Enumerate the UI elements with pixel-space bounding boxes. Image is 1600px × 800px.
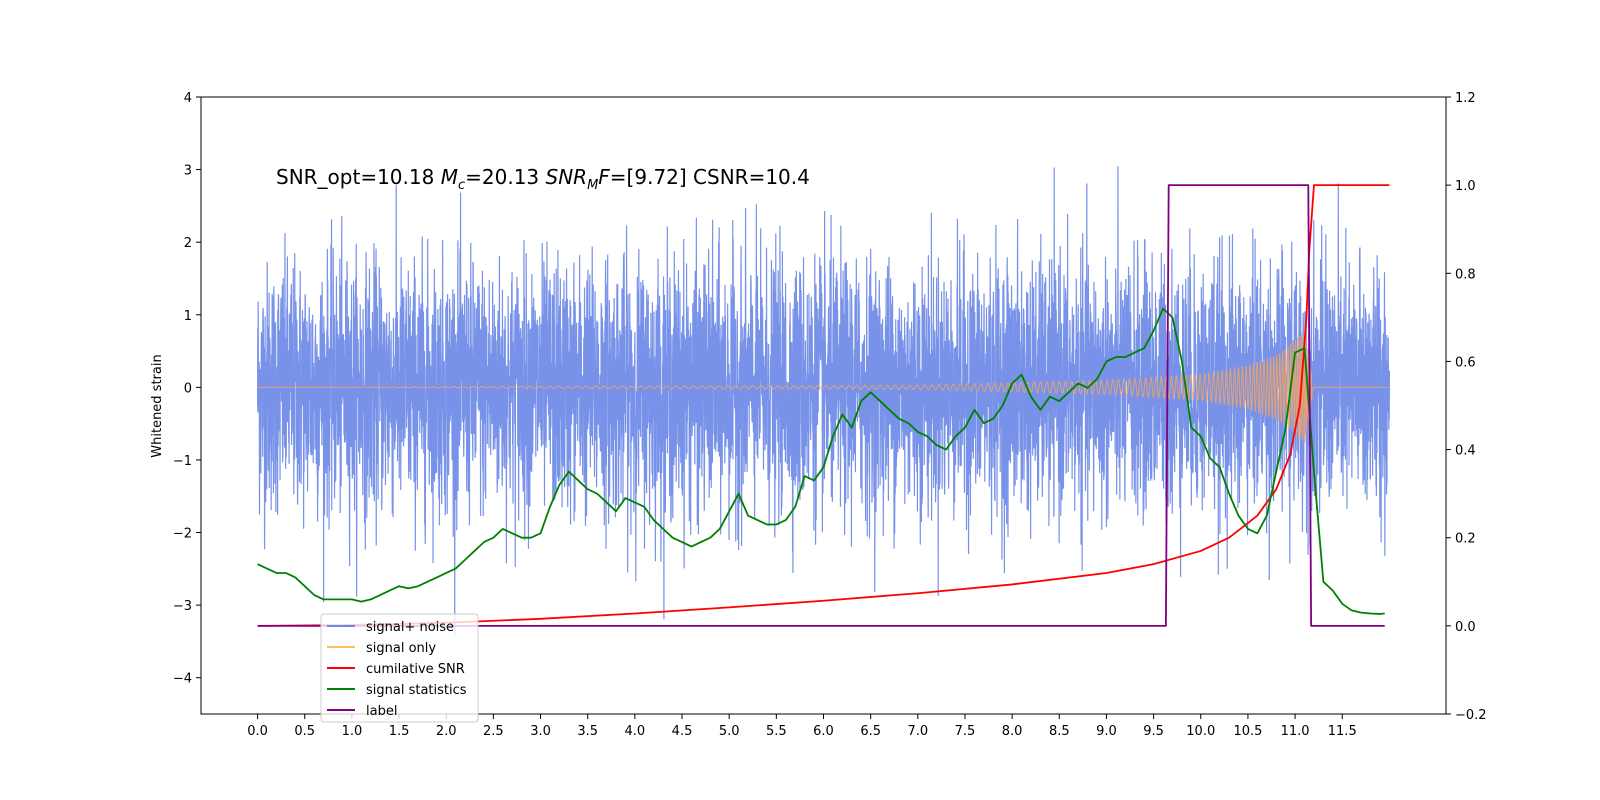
y-left-tick-label-4: 0 xyxy=(184,381,192,396)
y-left-tick-label-5: −1 xyxy=(173,454,192,469)
y-left-tick-label-8: −4 xyxy=(173,672,192,687)
legend-box xyxy=(320,613,479,723)
x-axis: 0.0 0.5 1.0 1.5 2.0 2.5 3.0 3.5 4.0 4.5 5.0 5.5 6.0 6… xyxy=(247,714,1357,739)
y-left-tick-label-6: −2 xyxy=(173,527,192,542)
x-tick-label-5: 2.5 xyxy=(483,724,504,739)
series-cumulative-snr xyxy=(257,184,1390,627)
series-layer xyxy=(256,166,1391,636)
annotation-snrmf-value: =[9.72] CSNR=10.4 xyxy=(610,165,810,189)
x-tick-label-13: 6.5 xyxy=(860,724,881,739)
y-right-tick-label-7: −0.2 xyxy=(1455,708,1487,723)
x-tick-label-0: 0.0 xyxy=(247,724,268,739)
x-tick-label-20: 10.0 xyxy=(1186,724,1215,739)
annotation-snrmf-sub: M xyxy=(587,178,598,193)
series-signal-plus-noise xyxy=(256,166,1391,636)
x-tick-label-17: 8.5 xyxy=(1049,724,1070,739)
y-axis-left: 4 3 2 1 0 −1 −2 −3 −4 xyxy=(173,91,201,687)
x-tick-label-22: 11.0 xyxy=(1281,724,1310,739)
y-left-tick-label-3: 1 xyxy=(184,309,192,324)
annotation-mc-symbol: M xyxy=(441,165,458,189)
legend-label-2: cumilative SNR xyxy=(366,662,465,677)
x-tick-label-9: 4.5 xyxy=(672,724,693,739)
x-tick-label-23: 11.5 xyxy=(1328,724,1357,739)
legend-label-3: signal statistics xyxy=(366,683,467,698)
x-tick-label-11: 5.5 xyxy=(766,724,787,739)
y-right-tick-label-0: 1.2 xyxy=(1455,91,1476,106)
y-right-tick-label-5: 0.2 xyxy=(1455,532,1476,547)
y-right-tick-label-6: 0.0 xyxy=(1455,620,1476,635)
y-right-tick-label-2: 0.8 xyxy=(1455,267,1476,282)
y-left-tick-label-0: 4 xyxy=(184,91,192,106)
x-tick-label-8: 4.0 xyxy=(625,724,646,739)
snr-annotation: SNR_opt=10.18 Mc=20.13 SNRMF=[9.72] CSNR… xyxy=(276,165,810,193)
y-right-tick-label-4: 0.4 xyxy=(1455,444,1476,459)
y-axis-right: 1.2 1.0 0.8 0.6 0.4 0.2 0.0 −0.2 xyxy=(1446,91,1487,723)
y-left-tick-label-2: 2 xyxy=(184,236,192,251)
series-signal-statistics xyxy=(257,307,1385,615)
legend-label-1: signal only xyxy=(366,641,436,656)
y-left-tick-label-1: 3 xyxy=(184,164,192,179)
x-tick-label-1: 0.5 xyxy=(294,724,315,739)
legend-label-4: label xyxy=(366,704,397,719)
legend-label-0: signal+ noise xyxy=(366,620,454,635)
x-tick-label-14: 7.0 xyxy=(907,724,928,739)
annotation-mc-sub: c xyxy=(458,178,465,193)
annotation-mc-value: =20.13 xyxy=(465,165,545,189)
y-right-tick-label-3: 0.6 xyxy=(1455,355,1476,370)
x-tick-label-16: 8.0 xyxy=(1002,724,1023,739)
annotation-snrmf-symbol: SNR xyxy=(546,165,588,189)
series-label xyxy=(257,184,1385,627)
x-tick-label-6: 3.0 xyxy=(530,724,551,739)
legend: signal+ noise signal only cumilative SNR si… xyxy=(320,613,479,723)
x-tick-label-15: 7.5 xyxy=(955,724,976,739)
x-tick-label-10: 5.0 xyxy=(719,724,740,739)
series-signal-only xyxy=(257,332,1390,443)
x-tick-label-4: 2.0 xyxy=(436,724,457,739)
annotation-snr-opt: SNR_opt=10.18 xyxy=(276,165,441,189)
y-right-tick-label-1: 1.0 xyxy=(1455,179,1476,194)
y-axis-label: Whitened strain xyxy=(150,354,165,457)
x-tick-label-19: 9.5 xyxy=(1143,724,1164,739)
x-tick-label-18: 9.0 xyxy=(1096,724,1117,739)
x-tick-label-12: 6.0 xyxy=(813,724,834,739)
annotation-snrmf-tail: F xyxy=(598,165,610,189)
x-tick-label-7: 3.5 xyxy=(577,724,598,739)
x-tick-label-21: 10.5 xyxy=(1233,724,1262,739)
x-tick-label-3: 1.5 xyxy=(389,724,410,739)
x-tick-label-2: 1.0 xyxy=(342,724,363,739)
y-left-tick-label-7: −3 xyxy=(173,599,192,614)
